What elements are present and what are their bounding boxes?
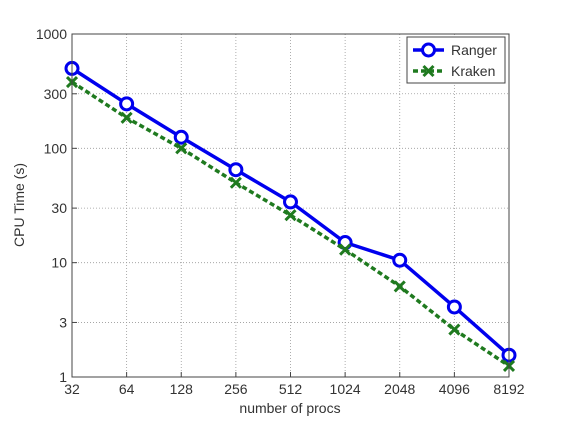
x-tick-label: 32 bbox=[64, 381, 80, 397]
legend-entry-kraken: Kraken bbox=[413, 63, 495, 79]
y-tick-label: 3 bbox=[59, 314, 67, 330]
y-tick-label: 10 bbox=[51, 255, 67, 271]
data-point-kraken bbox=[229, 176, 242, 189]
y-tick-label: 1000 bbox=[36, 26, 67, 42]
data-point-kraken bbox=[120, 111, 133, 124]
x-tick-label: 128 bbox=[170, 381, 194, 397]
data-point-ranger bbox=[173, 129, 189, 145]
x-tick-label: 2048 bbox=[384, 381, 415, 397]
data-point-kraken bbox=[448, 323, 461, 336]
y-tick-label: 30 bbox=[51, 200, 67, 216]
x-axis-ticks: 32 64 128 256 512 1024 2048 4096 8192 bbox=[64, 372, 525, 397]
data-point-kraken bbox=[393, 280, 406, 293]
y-axis-ticks: 1 3 10 30 100 300 1000 bbox=[36, 26, 77, 385]
y-axis-title: CPU Time (s) bbox=[11, 163, 27, 247]
x-tick-label: 512 bbox=[279, 381, 303, 397]
y-tick-label: 300 bbox=[44, 86, 68, 102]
data-point-ranger bbox=[283, 194, 298, 210]
legend-kraken-label: Kraken bbox=[451, 63, 495, 79]
legend: Ranger Kraken bbox=[406, 36, 506, 84]
y-tick-label: 100 bbox=[44, 140, 68, 156]
series-ranger bbox=[64, 60, 517, 363]
data-point-kraken bbox=[175, 142, 188, 155]
x-axis-title: number of procs bbox=[239, 400, 340, 416]
legend-ranger-label: Ranger bbox=[451, 42, 497, 58]
legend-entry-ranger: Ranger bbox=[413, 42, 497, 58]
series-line-kraken bbox=[71, 80, 510, 368]
y-tick-label: 1 bbox=[59, 369, 67, 385]
x-tick-label: 1024 bbox=[330, 381, 361, 397]
legend-kraken-marker bbox=[422, 64, 435, 78]
x-tick-label: 4096 bbox=[439, 381, 470, 397]
x-tick-label: 8192 bbox=[493, 381, 524, 397]
data-point-ranger bbox=[119, 96, 135, 112]
data-point-kraken bbox=[339, 243, 352, 256]
legend-ranger-marker bbox=[421, 42, 436, 58]
data-point-kraken bbox=[284, 209, 297, 222]
x-tick-label: 64 bbox=[119, 381, 135, 397]
data-point-ranger bbox=[392, 252, 408, 268]
x-tick-label: 256 bbox=[224, 381, 248, 397]
data-point-ranger bbox=[228, 162, 244, 178]
data-point-ranger bbox=[446, 299, 462, 315]
